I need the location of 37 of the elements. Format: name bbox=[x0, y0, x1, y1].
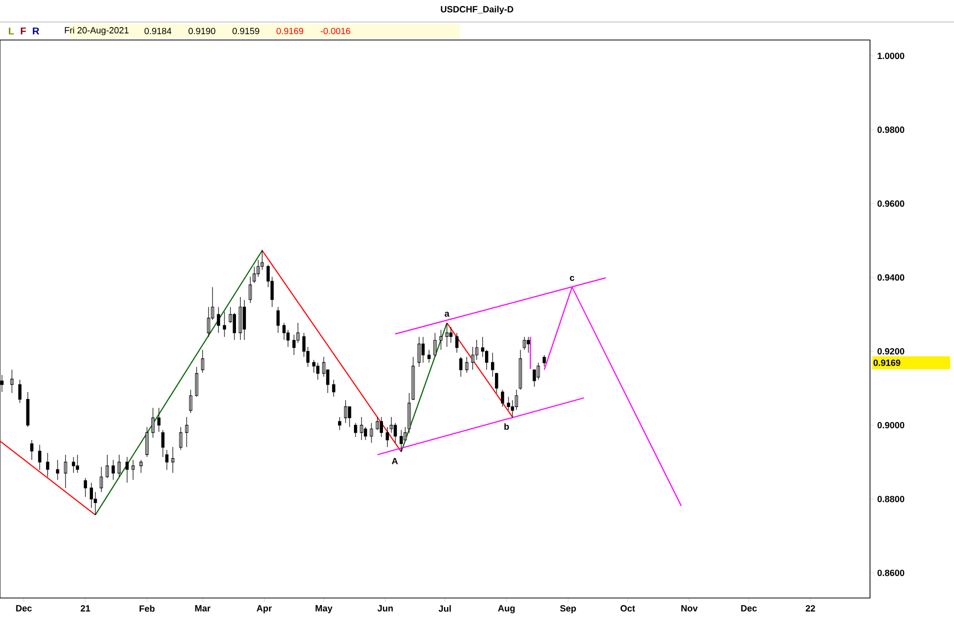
x-tick-label: Jun bbox=[378, 605, 393, 612]
x-tick-label: May bbox=[316, 605, 332, 614]
text: R bbox=[32, 28, 40, 34]
x-tick-label: Nov bbox=[681, 605, 698, 612]
x-tick-label: Dec bbox=[16, 605, 32, 612]
chart-title: USDCHF_Daily-D bbox=[440, 6, 514, 14]
annotation: c bbox=[570, 276, 574, 281]
y-tick-label: 0.8800 bbox=[878, 496, 904, 502]
y-tick-label: 0.9000 bbox=[878, 422, 904, 428]
x-tick-label: Oct bbox=[620, 605, 636, 612]
annotation: b bbox=[504, 423, 509, 430]
y-tick-label: 0.8600 bbox=[878, 570, 904, 576]
x-tick-label: 22 bbox=[806, 605, 816, 612]
y-tick-label: 0.9600 bbox=[878, 200, 904, 207]
y-tick-label: 1.0000 bbox=[878, 52, 904, 60]
y-tick-label: 0.9400 bbox=[878, 274, 904, 281]
x-tick-label: Aug bbox=[498, 605, 515, 614]
text: Fri 20-Aug-2021 bbox=[64, 26, 129, 36]
text: -0.0016 bbox=[320, 28, 350, 34]
text: 0.9169 bbox=[874, 360, 900, 366]
x-tick-label: Sep bbox=[560, 605, 576, 614]
x-tick-label: Feb bbox=[140, 605, 155, 612]
x-tick-label: Dec bbox=[741, 605, 757, 612]
text: F bbox=[20, 28, 26, 34]
x-tick-label: Jul bbox=[438, 605, 451, 612]
x-tick-label: Mar bbox=[195, 605, 210, 612]
annotation: A bbox=[392, 458, 398, 464]
x-tick-label: 21 bbox=[80, 605, 90, 612]
x-tick-label: Apr bbox=[256, 605, 272, 614]
text: L bbox=[8, 28, 14, 34]
text: 0.9169 bbox=[276, 28, 304, 34]
text: 0.9184 bbox=[144, 28, 172, 34]
text: 0.9159 bbox=[232, 28, 260, 34]
annotation: a bbox=[444, 312, 450, 317]
y-tick-label: 0.9800 bbox=[878, 126, 904, 133]
text: 0.9190 bbox=[188, 28, 216, 34]
y-tick-label: 0.9200 bbox=[878, 348, 904, 354]
